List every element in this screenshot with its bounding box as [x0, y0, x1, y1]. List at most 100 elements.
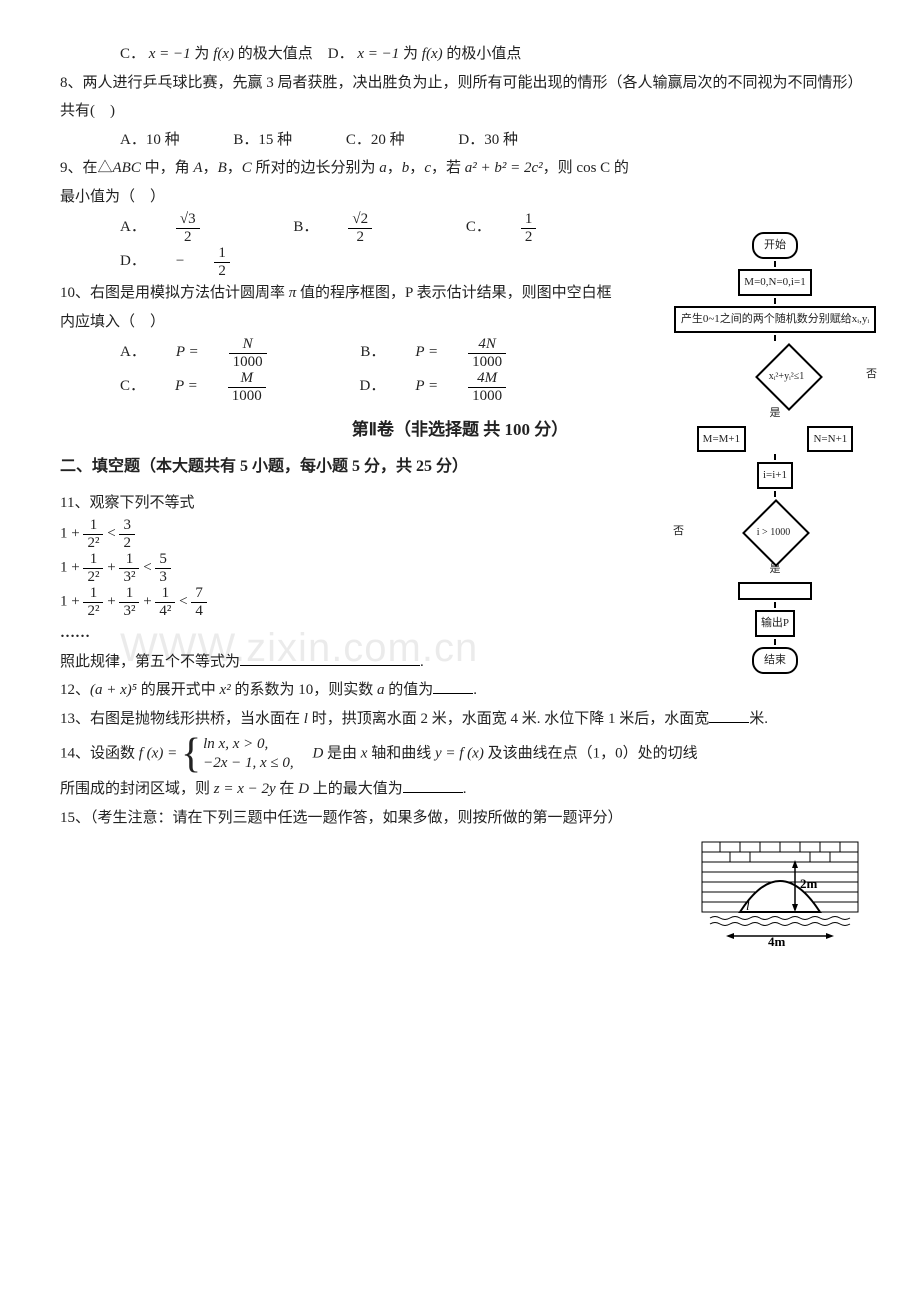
- t: 所围成的封闭区域，则: [60, 781, 214, 797]
- t: 上的最大值为: [309, 781, 403, 797]
- n: 4M: [468, 370, 506, 388]
- eq: P =: [176, 338, 199, 367]
- lt: <: [103, 526, 119, 542]
- q10-options-row1: A．P = N1000 B．P = 4N1000: [60, 336, 680, 370]
- n: 1: [119, 551, 139, 569]
- fc-cond2-row: 否 i > 1000: [670, 497, 880, 565]
- d: 2²: [83, 603, 103, 620]
- fc-cond2: i > 1000: [744, 501, 804, 561]
- text: ，则: [543, 160, 577, 176]
- q9-a: A．√32: [120, 211, 260, 245]
- eq: P =: [415, 372, 438, 401]
- blank: [433, 678, 473, 694]
- bridge-2m: 2m: [800, 876, 818, 891]
- n: √3: [176, 211, 200, 229]
- q10-d: D．P = 4M1000: [360, 370, 567, 404]
- q9-d: D． − 12: [120, 245, 290, 279]
- fc-mn-row: M=M+1 N=N+1: [670, 424, 880, 455]
- fc-cond1-row: xᵢ²+yᵢ²≤1 否: [670, 341, 880, 409]
- expr: (a + x)⁵: [90, 682, 137, 698]
- fc-gen: 产生0~1之间的两个随机数分别赋给xᵢ,yᵢ: [674, 306, 876, 333]
- q10-c: C．P = M1000: [120, 370, 326, 404]
- x2: x²: [220, 682, 231, 698]
- d: 2: [521, 229, 537, 246]
- eq: a² + b² = 2c²: [465, 160, 543, 176]
- q8-d: D．30 种: [458, 126, 518, 155]
- l: D．: [120, 247, 146, 276]
- d: 2: [214, 263, 230, 280]
- fc-line: [774, 639, 776, 645]
- case2: −2x − 1, x ≤ 0,: [203, 754, 294, 774]
- d: 2: [119, 535, 135, 552]
- q7-opt-d: D． x = −1 为 f(x) 的极小值点: [328, 46, 522, 62]
- fc-blank-box: [738, 582, 812, 600]
- t: 及该曲线在点（1，0）处的切线: [484, 746, 698, 762]
- fc-line: [774, 261, 776, 267]
- d: 3²: [119, 603, 139, 620]
- n: N: [229, 336, 267, 354]
- d: D: [298, 781, 309, 797]
- fc-no1: 否: [863, 364, 880, 385]
- d: 1000: [228, 388, 266, 405]
- text: 所对的边长分别为: [252, 160, 380, 176]
- c: ，: [203, 160, 218, 176]
- q14-line1: 14、设函数 f (x) = { ln x, x > 0, −2x − 1, x…: [60, 733, 860, 775]
- n: 3: [119, 517, 135, 535]
- q13: 13、右图是抛物线形拱桥，当水面在 l 时，拱顶离水面 2 米，水面宽 4 米.…: [60, 705, 860, 734]
- t: 轴和曲线: [367, 746, 435, 762]
- p: .: [463, 781, 467, 797]
- q10-b: B．P = 4N1000: [360, 336, 566, 370]
- lt: <: [139, 560, 155, 576]
- text: 为: [403, 46, 418, 62]
- fc-line: [774, 602, 776, 608]
- p: +: [139, 594, 155, 610]
- d: 2²: [83, 569, 103, 586]
- n: 1: [83, 517, 103, 535]
- t: 14、设函数: [60, 746, 139, 762]
- text: 为: [194, 46, 209, 62]
- n: 7: [191, 585, 207, 603]
- t: 时，拱顶离水面 2 米，水面宽 4 米. 水位下降 1 米后，水面宽: [308, 711, 709, 727]
- n: 1: [214, 245, 230, 263]
- l: C．: [466, 213, 491, 242]
- blank: [240, 650, 420, 666]
- z: z = x − 2y: [214, 781, 276, 797]
- q9-c: C．12: [466, 211, 597, 245]
- t: 13、右图是抛物线形拱桥，当水面在: [60, 711, 304, 727]
- text: 中，角: [141, 160, 194, 176]
- fc-line: [774, 454, 776, 460]
- d: 1000: [468, 388, 506, 405]
- l: B．: [293, 213, 318, 242]
- t: 米.: [749, 711, 768, 727]
- text: 照此规律，第五个不等式为: [60, 654, 240, 670]
- text: 9、在△: [60, 160, 113, 176]
- fc-start: 开始: [752, 232, 798, 259]
- fc-init: M=0,N=0,i=1: [738, 269, 811, 296]
- fc-yes1: 是: [670, 403, 880, 424]
- n: 1: [155, 585, 175, 603]
- fc-cond1: xᵢ²+yᵢ²≤1: [757, 345, 817, 405]
- text: ，若: [431, 160, 465, 176]
- q14-line2: 所围成的封闭区域，则 z = x − 2y 在 D 上的最大值为.: [60, 775, 860, 804]
- neg: −: [176, 247, 184, 276]
- t: 的值为: [384, 682, 433, 698]
- text: i > 1000: [744, 523, 804, 542]
- sa: a: [379, 160, 387, 176]
- d: 1000: [229, 354, 267, 371]
- label: D．: [328, 46, 354, 62]
- q7-options: C． x = −1 为 f(x) 的极大值点 D． x = −1 为 f(x) …: [60, 40, 860, 69]
- blank: [403, 777, 463, 793]
- fc-m: M=M+1: [697, 426, 746, 453]
- c: ，: [227, 160, 242, 176]
- fc-no2: 否: [670, 521, 687, 542]
- d: 2: [348, 229, 372, 246]
- l: C．: [120, 372, 145, 401]
- q9-options: A．√32 B．√22 C．12 D．−12: [60, 211, 680, 279]
- text: 10、右图是用模拟方法估计圆周率: [60, 285, 289, 301]
- expr: x = −1: [149, 46, 191, 62]
- n: 1: [83, 551, 103, 569]
- fc-out: 输出P: [755, 610, 795, 637]
- t: 1 +: [60, 594, 83, 610]
- q8-b: B．15 种: [233, 126, 292, 155]
- q9-b: B．√22: [293, 211, 432, 245]
